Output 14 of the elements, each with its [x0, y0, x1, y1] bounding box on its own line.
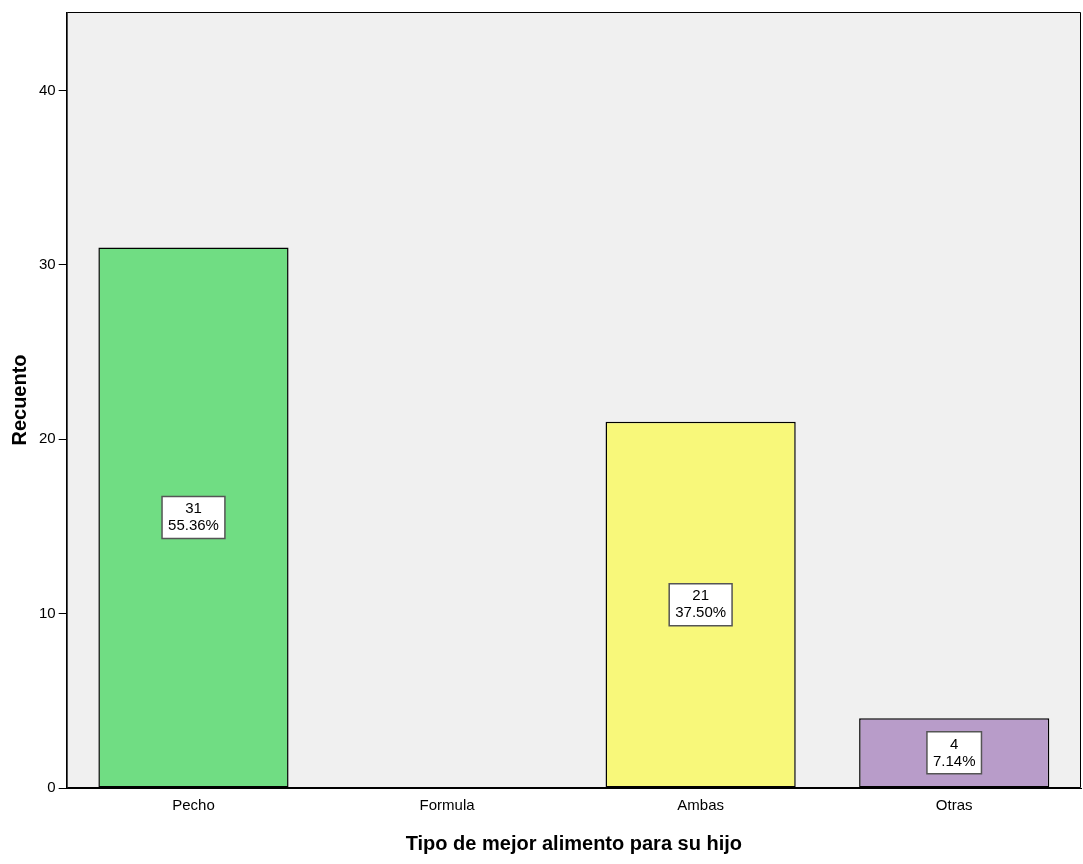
y-tick-label: 40: [39, 80, 56, 98]
y-tick-label: 0: [47, 778, 56, 796]
x-tick-label: Pecho: [172, 796, 215, 814]
data-label: 31 55.36%: [168, 499, 219, 534]
x-tick-label: Ambas: [677, 796, 724, 814]
x-axis-title: Tipo de mejor alimento para su hijo: [405, 831, 743, 854]
y-axis-title: Recuento: [7, 354, 30, 446]
y-tick-label: 30: [39, 254, 56, 272]
data-label: 4 7.14%: [932, 734, 976, 769]
x-tick-label: Otras: [935, 796, 973, 814]
x-tick-label: Formula: [419, 796, 476, 814]
y-tick-label: 20: [39, 429, 56, 447]
data-label: 21 37.50%: [675, 586, 727, 621]
y-tick-label: 10: [39, 603, 56, 621]
